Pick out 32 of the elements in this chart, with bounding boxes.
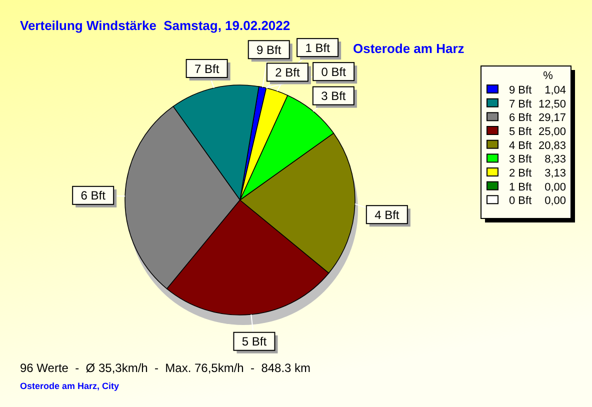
slice-label: 5 Bft [242,334,268,349]
slice-label: 3 Bft [321,89,346,104]
data-label: 29,17 [538,112,566,124]
data-label: 12,50 [538,98,566,110]
legend-label: 6 Bft [509,112,532,124]
legend-label: 4 Bft [509,140,532,152]
text: 0,00 [544,181,566,194]
slice-label: 4 Bft [374,208,400,222]
slice-label: 9 Bft [256,42,282,57]
slice-label: 2 Bft [275,66,300,80]
category-label: 1 Bft [509,181,532,194]
legend-label: 9 Bft [509,84,532,96]
legend-label: 0 Bft [321,64,347,79]
data-label: 8,33 [544,154,566,166]
data-label: 3,13 [544,167,566,180]
legend-label: 7 Bft [509,98,532,110]
legend-title: % [543,70,554,82]
legend-label: 2 Bft [509,167,532,180]
slice-label: 6 Bft [80,188,106,203]
text: 0,00 [544,195,566,208]
slice-label: 7 Bft [194,62,220,76]
chart-title: Verteilung Windstärke Samstag, 19.02.2022 [20,18,290,33]
text: Osterode am Harz, City [20,381,120,391]
legend-label: 1 Bft [305,40,331,55]
data-label: 20,83 [538,140,566,152]
legend-label: 3 Bft [509,154,532,166]
chart-subtitle: Osterode am Harz [353,41,465,56]
category-label: 0 Bft [509,195,532,208]
data-label: 25,00 [538,126,566,138]
text: 96 Werte - Ø 35,3km/h - Max. 76,5km/h - 848.3 km [20,361,311,375]
data-label: 1,04 [544,84,566,96]
legend-label: 5 Bft [509,126,532,138]
